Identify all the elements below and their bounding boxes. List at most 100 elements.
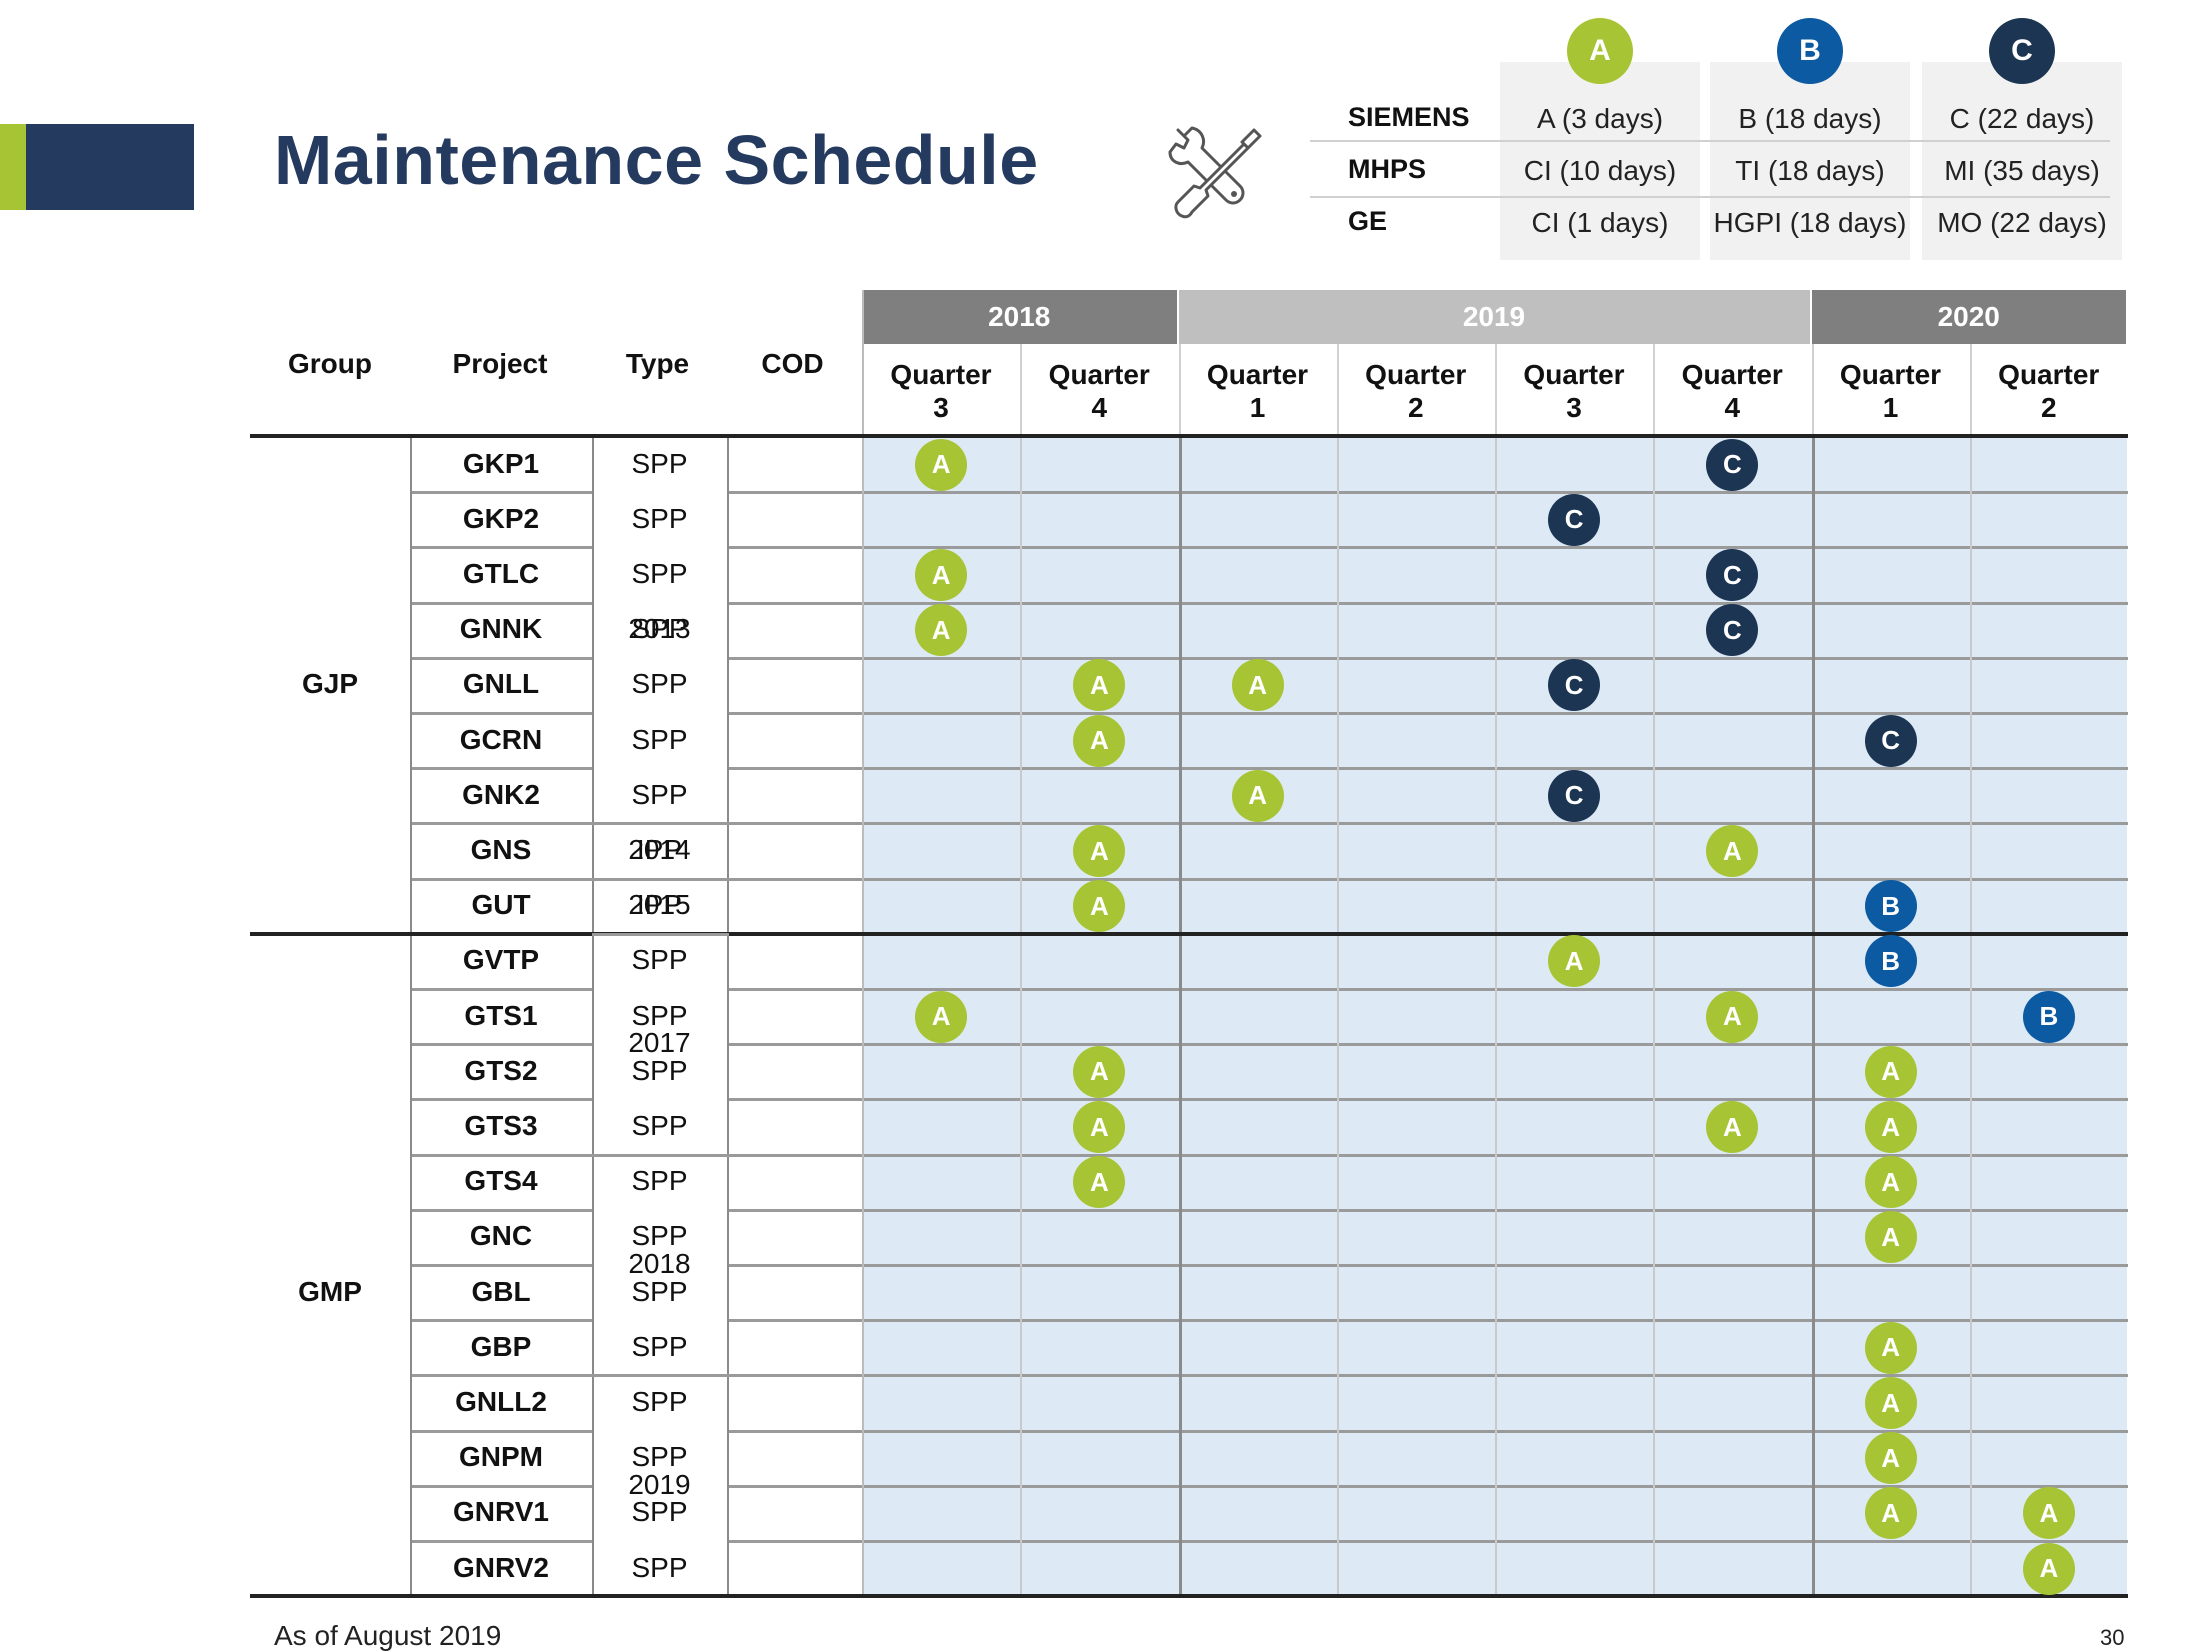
row-divider	[410, 601, 2128, 605]
group-label-gmp: GMP	[298, 1275, 362, 1307]
legend-cell: CI (10 days)	[1523, 155, 1677, 186]
maintenance-marker-a: A	[1864, 1432, 1917, 1485]
maintenance-marker-a: A	[1864, 1045, 1917, 1098]
project-name: GTS4	[464, 1165, 538, 1197]
row-divider	[410, 1429, 2128, 1433]
quarter-number: 3	[1566, 392, 1582, 423]
cod-divider	[592, 932, 729, 936]
project-type: SPP	[631, 502, 688, 534]
project-type: SPP	[631, 1275, 688, 1307]
legend-cell: MI (35 days)	[1944, 155, 2100, 186]
page-number: 30	[2100, 1625, 2125, 1650]
project-type: SPP	[631, 1551, 688, 1583]
maintenance-marker-a: A	[1706, 1101, 1759, 1153]
maintenance-marker-a: A	[1073, 880, 1126, 933]
cod-divider	[592, 877, 729, 881]
maintenance-marker-a: A	[915, 604, 968, 657]
project-name: GNLL	[462, 668, 540, 700]
cod-divider	[592, 1153, 729, 1157]
legend-level-c-icon: C	[1989, 18, 2055, 84]
project-type: SPP	[631, 1054, 688, 1086]
quarter-number: 1	[1882, 392, 1899, 423]
legend-level-a-icon: A	[1567, 18, 1633, 84]
legend-cell: B (18 days)	[1738, 103, 1882, 134]
project-name: GTLC	[462, 558, 540, 589]
quarter-divider	[1653, 437, 1656, 1597]
legend-cell: HGPI (18 days)	[1713, 207, 1907, 238]
row-divider	[410, 822, 2128, 826]
maintenance-marker-c: C	[1548, 769, 1601, 822]
quarter-header: Quarter 1	[1812, 358, 1970, 424]
cod-merge-cover	[594, 439, 727, 822]
page-title: Maintenance Schedule	[274, 121, 1039, 199]
maintenance-marker-a: A	[1706, 990, 1759, 1043]
project-name: GUT	[471, 889, 531, 921]
header-type: Type	[625, 348, 690, 379]
legend-cell: C (22 days)	[1949, 103, 2095, 134]
maintenance-marker-a: A	[1864, 1377, 1917, 1429]
legend-vendor-mhps: MHPS	[1348, 154, 1427, 184]
maintenance-marker-a: A	[1864, 1101, 1917, 1153]
project-name: GNNK	[459, 613, 543, 645]
quarter-header: Quarter 3	[862, 358, 1020, 424]
cod-label: 2015	[628, 889, 691, 921]
column-divider	[592, 437, 594, 1597]
maintenance-marker-b: B	[2022, 990, 2075, 1043]
header-cod: COD	[761, 348, 824, 379]
cod-divider	[592, 822, 729, 826]
maintenance-marker-a: A	[1073, 1045, 1126, 1098]
grid-left-edge	[862, 290, 864, 1597]
row-divider	[410, 546, 2128, 550]
header-divider	[1969, 344, 1972, 434]
cod-merge-cover	[594, 1156, 727, 1374]
legend-cell: A (3 days)	[1536, 103, 1664, 134]
bottom-rule	[250, 1594, 2128, 1599]
maintenance-marker-c: C	[1548, 493, 1601, 546]
row-divider	[410, 1098, 2128, 1102]
legend-cell: TI (18 days)	[1735, 155, 1885, 186]
row-divider	[410, 491, 2128, 495]
quarter-word: Quarter	[1048, 359, 1150, 390]
project-type: SPP	[631, 778, 688, 810]
maintenance-marker-a: A	[1706, 825, 1759, 877]
quarter-number: 2	[1407, 392, 1424, 423]
cod-divider	[592, 1374, 729, 1378]
quarter-number: 4	[1724, 392, 1741, 423]
cod-label: 2018	[628, 1248, 691, 1279]
maintenance-marker-a: A	[1548, 935, 1601, 988]
footnote: As of August 2019	[274, 1620, 502, 1651]
legend-column-b	[1710, 62, 1910, 260]
project-type: SPP	[631, 1496, 688, 1528]
maintenance-marker-c: C	[1548, 659, 1601, 712]
row-divider	[410, 1319, 2128, 1323]
row-divider	[410, 767, 2128, 771]
column-divider	[727, 437, 729, 1597]
maintenance-marker-b: B	[1864, 935, 1917, 988]
maintenance-marker-a: A	[915, 549, 968, 601]
header-group: Group	[288, 348, 372, 379]
project-name: GTS2	[464, 1054, 538, 1086]
maintenance-marker-a: A	[1073, 659, 1126, 712]
project-type: SPP	[631, 1165, 688, 1197]
legend-vendor-siemens: SIEMENS	[1348, 102, 1470, 132]
maintenance-marker-a: A	[1073, 825, 1126, 877]
cod-label: 2017	[628, 1027, 691, 1059]
quarter-word: Quarter	[1206, 359, 1309, 390]
project-type: SPP	[631, 613, 688, 645]
maintenance-marker-a: A	[1231, 769, 1284, 822]
row-divider	[410, 1043, 2128, 1047]
legend-level-b-icon: B	[1777, 18, 1843, 84]
column-divider	[410, 437, 412, 1597]
project-name: GCRN	[459, 723, 543, 755]
quarter-word: Quarter	[890, 359, 992, 390]
cod-merge-cover	[594, 1377, 727, 1595]
project-type: SPP	[631, 1220, 688, 1252]
cod-label: 2013	[628, 613, 691, 645]
quarter-header: Quarter 4	[1020, 358, 1178, 424]
header-divider	[1653, 344, 1656, 434]
year-header-2019: 2019	[1178, 290, 1810, 344]
legend-divider	[1310, 140, 2110, 142]
row-divider	[410, 656, 2128, 660]
legend-column-c	[1922, 62, 2122, 260]
row-divider	[410, 1374, 2128, 1378]
